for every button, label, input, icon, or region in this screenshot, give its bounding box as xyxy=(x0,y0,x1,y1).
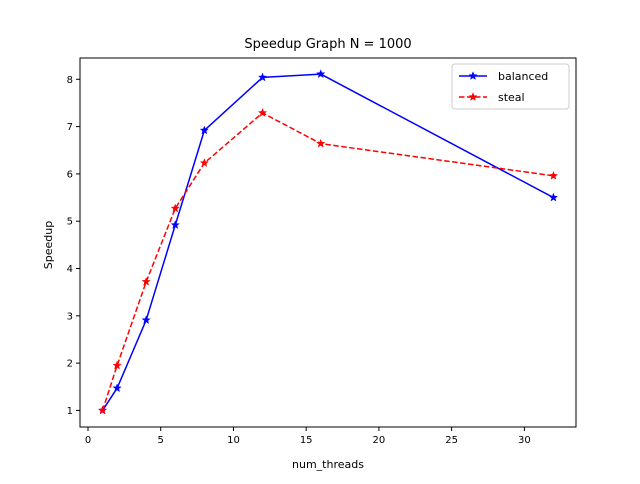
data-point-balanced xyxy=(170,220,180,229)
x-tick-label: 20 xyxy=(373,435,386,446)
legend-label-steal: steal xyxy=(498,91,525,104)
data-point-balanced xyxy=(112,383,122,393)
data-point-balanced xyxy=(199,125,210,135)
chart-title: Speedup Graph N = 1000 xyxy=(244,37,411,52)
y-axis-label: Speedup xyxy=(42,221,55,269)
y-tick-label: 3 xyxy=(67,311,73,322)
y-tick-label: 8 xyxy=(67,75,73,86)
series-line-steal xyxy=(101,112,554,411)
data-point-balanced xyxy=(257,72,268,82)
y-tick-label: 6 xyxy=(67,169,73,180)
data-point-balanced xyxy=(316,69,326,79)
legend-marker-steal xyxy=(468,92,478,101)
x-tick-label: 10 xyxy=(227,435,240,446)
data-point-steal xyxy=(141,276,151,286)
data-point-steal xyxy=(257,107,268,117)
x-tick-label: 30 xyxy=(518,435,531,446)
x-tick-label: 25 xyxy=(445,435,458,446)
x-tick-label: 5 xyxy=(158,435,164,446)
y-tick-label: 2 xyxy=(67,359,73,370)
legend: balanced steal xyxy=(451,63,570,110)
data-point-steal xyxy=(97,405,108,415)
data-point-balanced xyxy=(548,192,559,202)
data-point-balanced xyxy=(141,315,151,325)
y-tick-label: 7 xyxy=(67,122,73,133)
x-tick-label: 0 xyxy=(85,435,91,446)
data-point-steal xyxy=(112,360,122,370)
legend-marker-balanced xyxy=(468,71,478,80)
x-tick-label: 15 xyxy=(300,435,313,446)
y-tick-label: 4 xyxy=(67,264,73,275)
data-point-steal xyxy=(316,138,326,148)
data-point-steal xyxy=(170,203,180,213)
data-point-steal xyxy=(548,170,559,180)
series-line-balanced xyxy=(101,73,554,411)
plot-frame xyxy=(79,57,577,428)
y-tick-label: 1 xyxy=(67,406,73,417)
data-point-steal xyxy=(199,158,210,167)
y-tick-label: 5 xyxy=(67,217,73,228)
x-axis-label: num_threads xyxy=(292,458,364,471)
legend-label-balanced: balanced xyxy=(498,70,548,83)
